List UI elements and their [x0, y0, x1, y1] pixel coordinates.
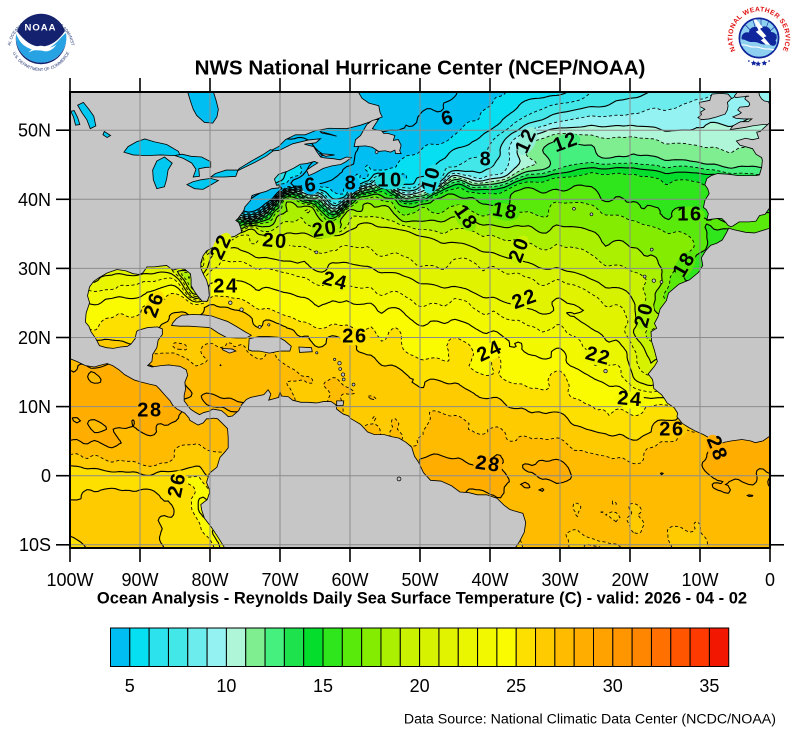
svg-text:5: 5 — [125, 676, 135, 696]
svg-text:30N: 30N — [18, 259, 51, 279]
svg-text:Data Source: National Climatic: Data Source: National Climatic Data Cent… — [404, 712, 776, 728]
svg-text:6: 6 — [303, 174, 319, 198]
svg-text:26: 26 — [659, 418, 684, 440]
svg-text:90W: 90W — [121, 570, 158, 590]
svg-text:24: 24 — [616, 387, 643, 411]
svg-text:NWS National Hurricane Center: NWS National Hurricane Center (NCEP/NOAA… — [195, 57, 646, 80]
svg-text:20: 20 — [410, 676, 430, 696]
svg-text:26: 26 — [164, 470, 191, 499]
svg-text:10W: 10W — [681, 570, 718, 590]
svg-text:40W: 40W — [471, 570, 508, 590]
svg-text:8: 8 — [480, 148, 493, 170]
svg-text:10S: 10S — [19, 535, 51, 555]
svg-text:35: 35 — [699, 676, 719, 696]
svg-text:50W: 50W — [401, 570, 438, 590]
svg-text:20: 20 — [310, 216, 339, 242]
svg-text:10N: 10N — [18, 397, 51, 417]
svg-text:15: 15 — [313, 676, 333, 696]
svg-text:100W: 100W — [46, 570, 93, 590]
svg-text:20N: 20N — [18, 328, 51, 348]
svg-text:10: 10 — [377, 169, 402, 191]
svg-text:10: 10 — [216, 676, 236, 696]
svg-text:70W: 70W — [261, 570, 298, 590]
svg-text:8: 8 — [345, 172, 358, 194]
svg-text:80W: 80W — [191, 570, 228, 590]
svg-text:26: 26 — [342, 325, 367, 347]
svg-text:24: 24 — [213, 275, 238, 297]
svg-text:NOAA: NOAA — [25, 23, 57, 34]
svg-text:18: 18 — [491, 198, 520, 224]
svg-text:Ocean Analysis - Reynolds Dail: Ocean Analysis - Reynolds Daily Sea Surf… — [97, 590, 747, 608]
svg-text:0: 0 — [41, 466, 51, 486]
svg-text:60W: 60W — [331, 570, 368, 590]
svg-text:25: 25 — [506, 676, 526, 696]
svg-text:30W: 30W — [541, 570, 578, 590]
svg-text:6: 6 — [439, 106, 457, 131]
svg-text:30: 30 — [603, 676, 623, 696]
svg-text:20: 20 — [261, 229, 288, 253]
svg-text:16: 16 — [677, 203, 702, 225]
svg-text:20W: 20W — [611, 570, 648, 590]
svg-text:40N: 40N — [18, 190, 51, 210]
svg-text:28: 28 — [137, 399, 162, 421]
svg-text:0: 0 — [765, 570, 775, 590]
svg-text:28: 28 — [474, 452, 502, 477]
svg-text:50N: 50N — [18, 121, 51, 141]
